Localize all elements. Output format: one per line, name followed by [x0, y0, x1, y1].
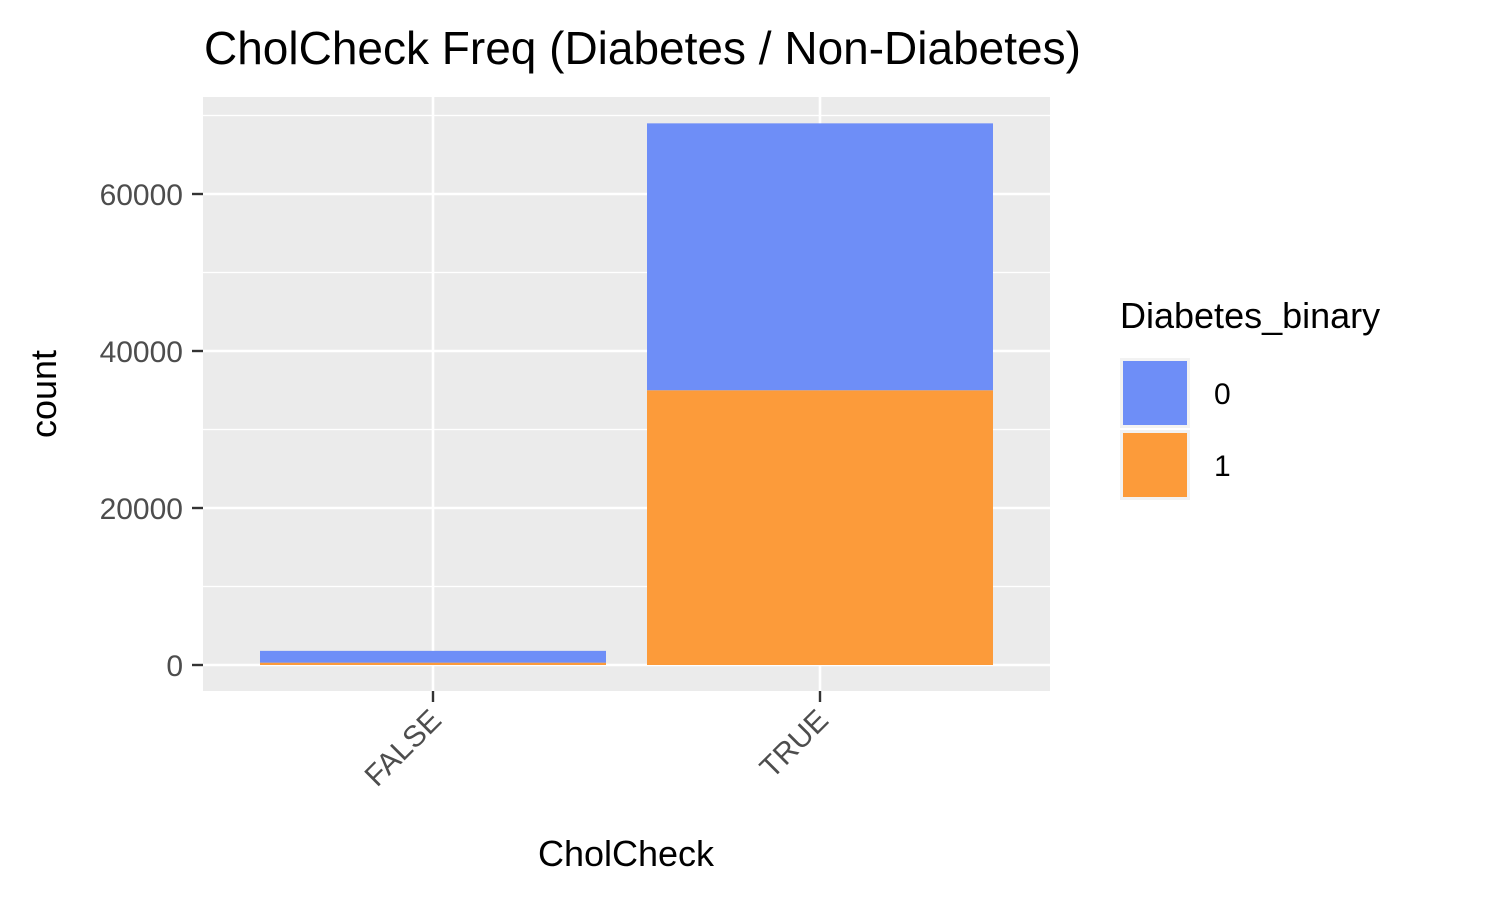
legend-label-0: 0 [1214, 378, 1231, 411]
chart-title: CholCheck Freq (Diabetes / Non-Diabetes) [204, 22, 1081, 74]
bar-false-series-1 [260, 662, 606, 665]
y-tick-label: 20000 [100, 493, 183, 526]
y-tick-label: 40000 [100, 336, 183, 369]
legend-key-1 [1123, 433, 1187, 497]
legend-label-1: 1 [1214, 450, 1231, 483]
x-tick-label: FALSE [359, 704, 448, 793]
x-tick-label: TRUE [754, 704, 835, 785]
legend: Diabetes_binary 0 1 [1120, 295, 1380, 500]
y-axis-label: count [23, 350, 64, 438]
legend-title: Diabetes_binary [1120, 295, 1380, 336]
legend-key-0 [1123, 361, 1187, 425]
bars-layer [260, 123, 993, 665]
bar-false-series-0 [260, 650, 606, 663]
y-tick-label: 60000 [100, 179, 183, 212]
bar-true-series-1 [647, 390, 993, 665]
x-axis-label: CholCheck [538, 833, 715, 874]
y-tick-label: 0 [166, 650, 183, 683]
bar-true-series-0 [647, 123, 993, 391]
